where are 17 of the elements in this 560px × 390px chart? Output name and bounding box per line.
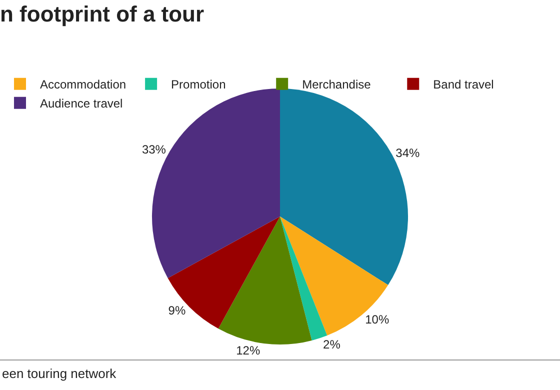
legend-label: Accommodation <box>40 78 126 92</box>
legend-label: Band travel <box>433 78 494 92</box>
pie-slice <box>218 216 312 344</box>
legend-label: Promotion <box>171 78 226 92</box>
data-label: 10% <box>365 312 390 326</box>
pie-slice <box>168 216 280 329</box>
text: een touring network <box>2 366 117 381</box>
chart-title: n footprint of a tour <box>0 1 204 26</box>
legend-label: Audience travel <box>40 96 123 111</box>
data-label: 33% <box>142 142 166 156</box>
data-label: 9% <box>168 303 186 318</box>
pie-slice <box>280 216 328 340</box>
data-label: 2% <box>323 338 341 352</box>
pie-slice <box>280 216 388 336</box>
legend-label: Merchandise <box>302 78 372 92</box>
data-label: 12% <box>236 343 260 358</box>
data-label: 34% <box>396 146 420 160</box>
